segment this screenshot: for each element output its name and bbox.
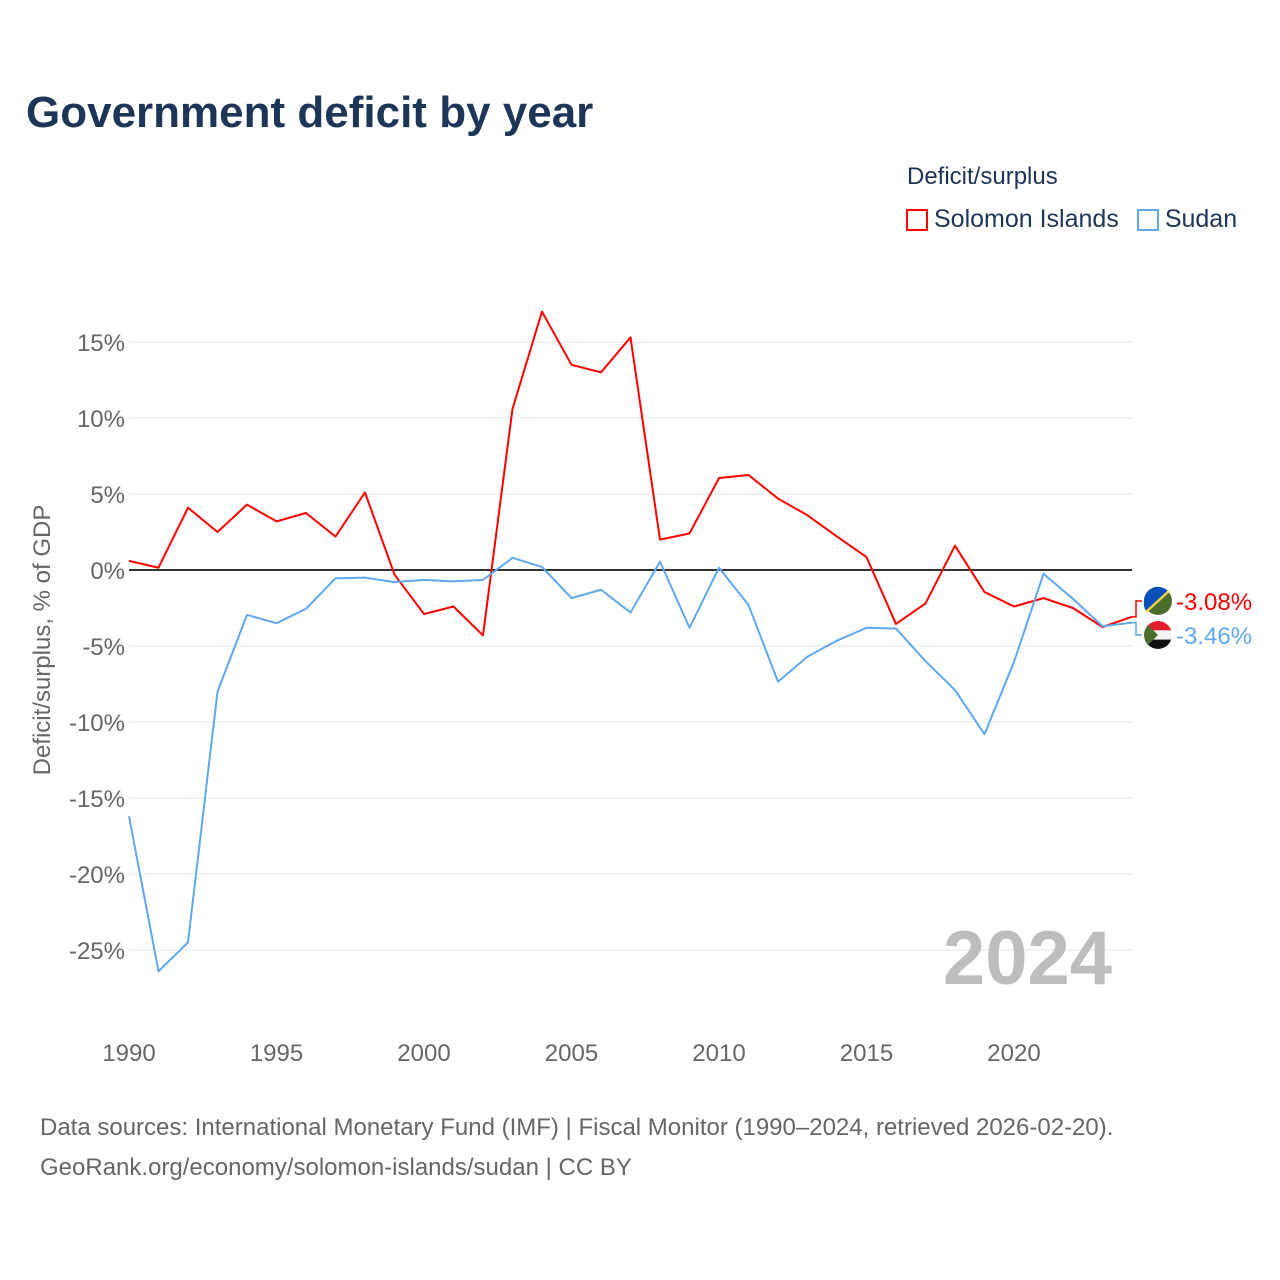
y-tick-label: -5% — [82, 634, 125, 661]
end-label: -3.46% — [1176, 623, 1252, 650]
x-tick-label: 2015 — [840, 1040, 893, 1067]
y-tick-label: 0% — [90, 558, 125, 585]
flag-blue — [1143, 586, 1168, 611]
x-tick-label: 1990 — [102, 1040, 155, 1067]
legend: Solomon Islands Sudan — [906, 205, 1237, 234]
end-label-connector — [1132, 600, 1142, 618]
flag-band — [1144, 621, 1172, 631]
y-tick-label: -25% — [69, 938, 125, 965]
series-line-sudan — [128, 556, 1133, 973]
legend-item-solomon-islands[interactable]: Solomon Islands — [906, 205, 1119, 234]
source-line-2[interactable]: GeoRank.org/economy/solomon-islands/suda… — [40, 1154, 632, 1181]
y-tick-label: 15% — [77, 330, 125, 357]
flag-band — [1144, 639, 1172, 649]
y-tick-label: 5% — [90, 482, 125, 509]
flag-triangle — [1144, 621, 1158, 649]
sudan-flag-icon — [1144, 621, 1172, 649]
source-line-1: Data sources: International Monetary Fun… — [40, 1114, 1114, 1141]
solomon-islands-flag-icon — [1143, 586, 1172, 615]
legend-label: Sudan — [1164, 205, 1238, 233]
flag-band — [1144, 630, 1172, 640]
legend-swatch-sudan — [1136, 208, 1159, 231]
legend-label: Solomon Islands — [934, 205, 1119, 233]
y-tick-label: -15% — [69, 786, 125, 813]
x-tick-label: 2005 — [545, 1040, 598, 1067]
flag-stripe — [1145, 590, 1170, 613]
x-tick-label: 2010 — [692, 1040, 745, 1067]
x-tick-label: 2020 — [987, 1040, 1040, 1067]
y-tick-label: -10% — [69, 710, 125, 737]
legend-swatch-solomon-islands — [906, 208, 928, 231]
end-label: -3.08% — [1176, 589, 1252, 616]
end-label-connector — [1132, 621, 1142, 636]
y-axis-label: Deficit/surplus, % of GDP — [29, 505, 56, 776]
chart-title: Government deficit by year — [26, 88, 594, 137]
source-note: Data sources: International Monetary Fun… — [40, 1108, 1113, 1188]
series-line-solomon-islands — [128, 310, 1133, 637]
legend-item-sudan[interactable]: Sudan — [1136, 205, 1238, 234]
legend-title: Deficit/surplus — [907, 163, 1058, 190]
x-tick-label: 1995 — [250, 1040, 303, 1067]
y-tick-label: -20% — [69, 862, 125, 889]
x-tick-label: 2000 — [397, 1040, 450, 1067]
year-label: 2024 — [942, 916, 1112, 1001]
y-tick-label: 10% — [77, 406, 125, 433]
